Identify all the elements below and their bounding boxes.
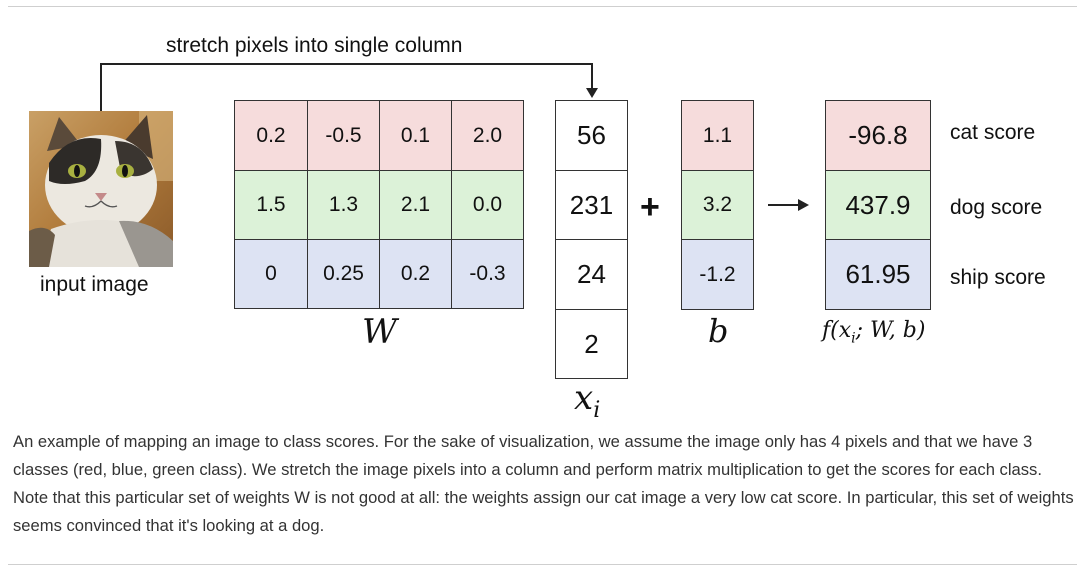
bias-cell-3: -1.2 (681, 239, 754, 310)
weight-cell-r2c3: 2.1 (379, 170, 452, 240)
cat-image (29, 111, 173, 267)
score-cell-cat: -96.8 (825, 100, 931, 171)
stretch-arrow-left-segment (100, 63, 102, 111)
score-cell-dog: 437.9 (825, 170, 931, 240)
weight-cell-r1c1: 0.2 (234, 100, 308, 171)
pixels-symbol: xi (574, 378, 600, 423)
score-function-label-head: f(x (822, 318, 852, 343)
plus-sign: + (640, 188, 660, 226)
pixel-cell-3: 24 (555, 239, 628, 310)
score-function-label-tail: ; W, b) (855, 318, 926, 343)
top-divider (8, 6, 1077, 7)
weight-cell-r3c1: 0 (234, 239, 308, 309)
stretch-arrow-right-segment (591, 63, 593, 90)
stretch-arrow-top-segment (100, 63, 593, 65)
score-cell-ship: 61.95 (825, 239, 931, 310)
weights-symbol: W (362, 312, 397, 352)
weight-cell-r3c3: 0.2 (379, 239, 452, 309)
pixels-symbol-base: x (574, 378, 594, 418)
weight-cell-r2c4: 0.0 (451, 170, 524, 240)
bottom-divider (8, 564, 1077, 565)
pixel-cell-2: 231 (555, 170, 628, 240)
weight-cell-r2c2: 1.3 (307, 170, 380, 240)
weight-cell-r1c3: 0.1 (379, 100, 452, 171)
weight-cell-r3c4: -0.3 (451, 239, 524, 309)
score-function-label: f(xi; W, b) (822, 318, 925, 346)
cat-score-label: cat score (950, 121, 1036, 144)
score-function-label-subscript: i (851, 330, 856, 347)
weight-cell-r2c1: 1.5 (234, 170, 308, 240)
input-image-label: input image (40, 273, 149, 296)
bias-cell-1: 1.1 (681, 100, 754, 171)
pixels-symbol-subscript: i (593, 397, 601, 423)
pixel-cell-4: 2 (555, 309, 628, 379)
weight-cell-r3c2: 0.25 (307, 239, 380, 309)
stretch-arrow-head (586, 88, 598, 98)
pixel-cell-1: 56 (555, 100, 628, 171)
figure-caption: An example of mapping an image to class … (13, 432, 1074, 535)
weight-cell-r1c2: -0.5 (307, 100, 380, 171)
dog-score-label: dog score (950, 196, 1043, 219)
weight-cell-r1c4: 2.0 (451, 100, 524, 171)
maps-to-arrow-icon (768, 199, 809, 211)
ship-score-label: ship score (950, 266, 1046, 289)
bias-symbol: b (708, 312, 729, 350)
bias-cell-2: 3.2 (681, 170, 754, 240)
stretch-arrow-label: stretch pixels into single column (166, 34, 463, 57)
